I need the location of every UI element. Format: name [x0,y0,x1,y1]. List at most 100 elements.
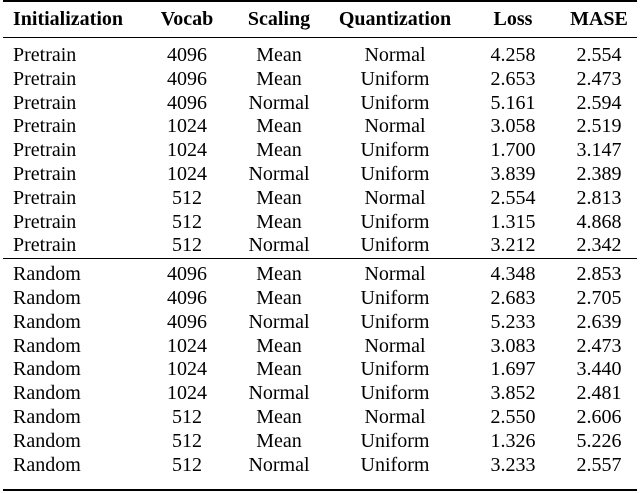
table-row: Pretrain 512 Normal Uniform 3.212 2.342 [3,234,637,258]
table-row: Pretrain 1024 Mean Normal 3.058 2.519 [3,115,637,139]
header-mase: MASE [561,1,637,38]
vocab-cell: 1024 [167,358,207,381]
mase-cell: 2.473 [576,334,622,357]
table-row: Pretrain 4096 Mean Normal 4.258 2.554 [3,38,637,68]
table-row: Pretrain 4096 Mean Uniform 2.653 2.473 [3,68,637,92]
table-row: Random 4096 Mean Uniform 2.683 2.705 [3,287,637,311]
quantization-cell: Uniform [360,234,430,257]
mase-cell: 2.342 [576,234,622,257]
mase-cell: 2.519 [576,115,622,138]
scaling-cell: Mean [256,263,302,286]
vocab-cell: 512 [172,186,202,209]
scaling-cell: Mean [256,286,302,309]
initialization-cell: Pretrain [13,44,77,66]
quantization-cell: Uniform [360,286,430,309]
initialization-cell: Pretrain [13,139,77,162]
loss-cell: 2.653 [490,67,536,90]
quantization-cell: Normal [364,44,426,66]
header-vocab: Vocab [141,1,233,38]
loss-cell: 3.212 [490,234,536,257]
scaling-cell: Mean [256,186,302,209]
loss-cell: 1.326 [490,429,536,452]
header-row: Initialization Vocab Scaling Quantizatio… [3,1,637,38]
scaling-cell: Mean [256,139,302,162]
scaling-cell: Mean [256,210,302,233]
table-row: Random 4096 Normal Uniform 5.233 2.639 [3,311,637,335]
quantization-cell: Normal [364,186,426,209]
vocab-cell: 512 [172,234,202,257]
scaling-cell: Mean [256,358,302,381]
random-group: Random 4096 Mean Normal 4.348 2.853 Random 4096… [3,258,637,482]
loss-cell: 4.258 [490,44,536,66]
quantization-cell: Normal [364,405,426,428]
mase-cell: 2.594 [576,91,622,114]
vocab-cell: 1024 [167,334,207,357]
table-row: Pretrain 4096 Normal Uniform 5.161 2.594 [3,92,637,116]
scaling-cell: Normal [248,234,310,257]
vocab-cell: 1024 [167,139,207,162]
quantization-cell: Uniform [360,210,430,233]
mase-cell: 2.389 [576,162,622,185]
initialization-cell: Random [13,310,81,333]
vocab-cell: 4096 [167,44,207,66]
loss-cell: 5.161 [490,91,536,114]
initialization-cell: Random [13,405,81,428]
vocab-cell: 4096 [167,263,207,286]
quantization-cell: Normal [364,334,426,357]
loss-cell: 3.083 [490,334,536,357]
table-row: Random 512 Mean Uniform 1.326 5.226 [3,430,637,454]
mase-cell: 3.147 [576,139,622,162]
loss-cell: 2.550 [490,405,536,428]
initialization-cell: Pretrain [13,91,77,114]
mase-cell: 2.557 [576,453,622,476]
loss-cell: 1.315 [490,210,536,233]
vocab-cell: 512 [172,405,202,428]
loss-cell: 3.852 [490,382,536,405]
initialization-cell: Pretrain [13,115,77,138]
initialization-cell: Random [13,382,81,405]
mase-cell: 3.440 [576,358,622,381]
loss-cell: 2.683 [490,286,536,309]
quantization-cell: Normal [364,263,426,286]
vocab-cell: 512 [172,453,202,476]
table-row: Pretrain 1024 Mean Uniform 1.700 3.147 [3,139,637,163]
loss-cell: 1.700 [490,139,536,162]
initialization-cell: Random [13,286,81,309]
vocab-cell: 512 [172,429,202,452]
initialization-cell: Pretrain [13,234,77,257]
table-row: Random 1024 Mean Uniform 1.697 3.440 [3,358,637,382]
initialization-cell: Pretrain [13,162,77,185]
loss-cell: 3.839 [490,162,536,185]
mase-cell: 2.554 [576,44,622,66]
quantization-cell: Uniform [360,358,430,381]
quantization-cell: Uniform [360,310,430,333]
initialization-cell: Pretrain [13,67,77,90]
quantization-cell: Uniform [360,429,430,452]
vocab-cell: 1024 [167,382,207,405]
vocab-cell: 1024 [167,115,207,138]
loss-cell: 1.697 [490,358,536,381]
loss-cell: 2.554 [490,186,536,209]
scaling-cell: Mean [256,44,302,66]
vocab-cell: 1024 [167,162,207,185]
table-row: Pretrain 512 Mean Uniform 1.315 4.868 [3,211,637,235]
initialization-cell: Pretrain [13,186,77,209]
quantization-cell: Uniform [360,67,430,90]
scaling-cell: Normal [248,382,310,405]
initialization-cell: Random [13,334,81,357]
header-quantization: Quantization [325,1,465,38]
table-row: Random 1024 Mean Normal 3.083 2.473 [3,335,637,359]
loss-cell: 5.233 [490,310,536,333]
scaling-cell: Mean [256,115,302,138]
pretrain-group: Pretrain 4096 Mean Normal 4.258 2.554 Pretrain… [3,38,637,259]
initialization-cell: Random [13,453,81,476]
mase-cell: 4.868 [576,210,622,233]
quantization-cell: Uniform [360,382,430,405]
initialization-cell: Random [13,358,81,381]
loss-cell: 3.058 [490,115,536,138]
scaling-cell: Mean [256,405,302,428]
vocab-cell: 4096 [167,286,207,309]
vocab-cell: 512 [172,210,202,233]
header-initialization: Initialization [3,1,141,38]
